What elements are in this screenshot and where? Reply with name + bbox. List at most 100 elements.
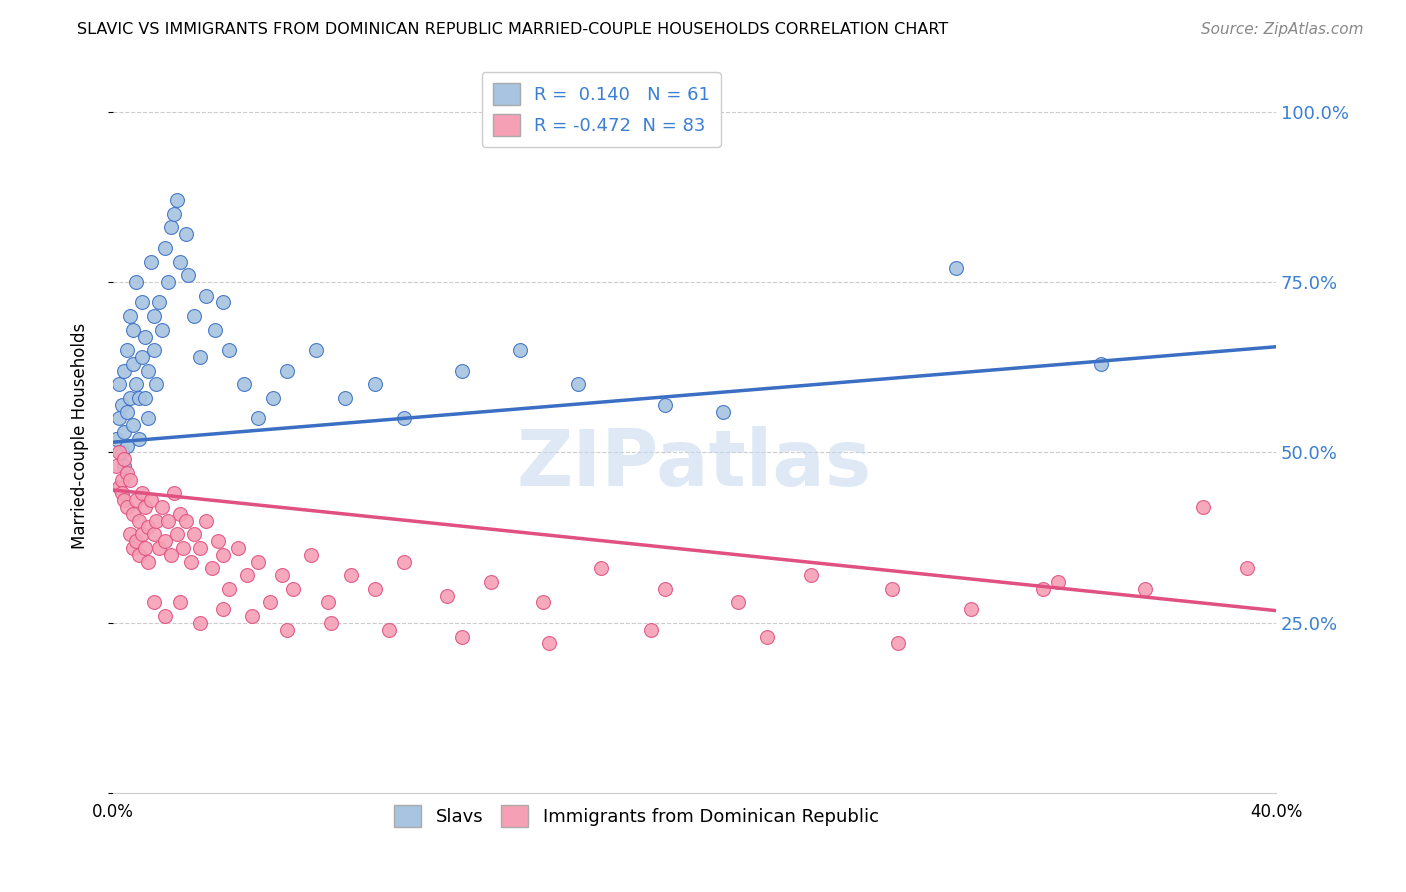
Point (139, 493, 162, 508)
Point (128, 432, 150, 446)
Point (120, 473, 142, 487)
Point (1192, 500, 1215, 514)
Point (125, 377, 148, 392)
Point (122, 541, 145, 555)
Point (1090, 357, 1112, 371)
Point (887, 636, 910, 650)
Point (134, 329, 156, 343)
Point (1046, 574, 1069, 589)
Point (134, 391, 156, 405)
Point (180, 555, 202, 569)
Point (378, 623, 401, 637)
Point (654, 398, 676, 412)
Point (1236, 561, 1258, 575)
Point (882, 582, 904, 596)
Point (276, 363, 298, 377)
Point (247, 555, 270, 569)
Point (125, 275, 148, 289)
Point (145, 514, 167, 528)
Point (188, 350, 211, 364)
Point (148, 541, 170, 555)
Point (131, 350, 153, 364)
Point (117, 404, 139, 418)
Point (148, 295, 170, 310)
Point (114, 363, 136, 377)
Point (122, 418, 145, 433)
Legend: Slavs, Immigrants from Dominican Republic: Slavs, Immigrants from Dominican Republi… (387, 798, 886, 834)
Point (450, 630, 472, 644)
Point (107, 377, 129, 392)
Point (122, 323, 145, 337)
Point (153, 534, 176, 549)
Point (319, 615, 342, 630)
Point (591, 561, 613, 575)
Point (959, 602, 981, 616)
Point (1032, 582, 1054, 596)
Point (104, 459, 127, 474)
Point (142, 595, 165, 609)
Point (945, 261, 967, 276)
Point (125, 534, 148, 549)
Point (212, 602, 235, 616)
Point (125, 493, 148, 508)
Point (436, 589, 458, 603)
Point (114, 452, 136, 467)
Point (110, 445, 132, 459)
Point (305, 343, 328, 358)
Point (122, 507, 145, 521)
Point (226, 541, 249, 555)
Point (201, 561, 224, 575)
Point (117, 439, 139, 453)
Point (166, 527, 188, 541)
Point (169, 254, 191, 268)
Point (145, 377, 167, 392)
Point (104, 432, 127, 446)
Point (531, 595, 554, 609)
Point (163, 207, 186, 221)
Point (392, 555, 415, 569)
Point (107, 445, 129, 459)
Point (363, 377, 385, 392)
Point (110, 473, 132, 487)
Point (654, 582, 676, 596)
Point (136, 555, 159, 569)
Point (183, 309, 205, 323)
Point (153, 241, 176, 255)
Point (107, 411, 129, 425)
Text: Source: ZipAtlas.com: Source: ZipAtlas.com (1201, 22, 1364, 37)
Point (160, 548, 183, 562)
Point (174, 514, 197, 528)
Point (299, 548, 322, 562)
Point (212, 295, 235, 310)
Point (163, 486, 186, 500)
Point (340, 568, 363, 582)
Point (640, 623, 662, 637)
Point (136, 363, 159, 377)
Point (316, 595, 339, 609)
Point (157, 275, 180, 289)
Point (150, 323, 173, 337)
Point (120, 309, 142, 323)
Point (128, 391, 150, 405)
Point (120, 527, 142, 541)
Point (139, 254, 162, 268)
Point (169, 507, 191, 521)
Point (166, 193, 188, 207)
Point (800, 568, 823, 582)
Point (117, 466, 139, 480)
Text: SLAVIC VS IMMIGRANTS FROM DOMINICAN REPUBLIC MARRIED-COUPLE HOUSEHOLDS CORRELATI: SLAVIC VS IMMIGRANTS FROM DOMINICAN REPU… (77, 22, 949, 37)
Point (188, 615, 211, 630)
Point (169, 595, 191, 609)
Point (177, 268, 200, 282)
Point (218, 582, 240, 596)
Point (157, 514, 180, 528)
Point (242, 609, 264, 624)
Point (276, 623, 298, 637)
Point (160, 220, 183, 235)
Point (122, 357, 145, 371)
Point (212, 548, 235, 562)
Point (567, 377, 589, 392)
Point (281, 582, 304, 596)
Point (335, 391, 357, 405)
Point (131, 527, 153, 541)
